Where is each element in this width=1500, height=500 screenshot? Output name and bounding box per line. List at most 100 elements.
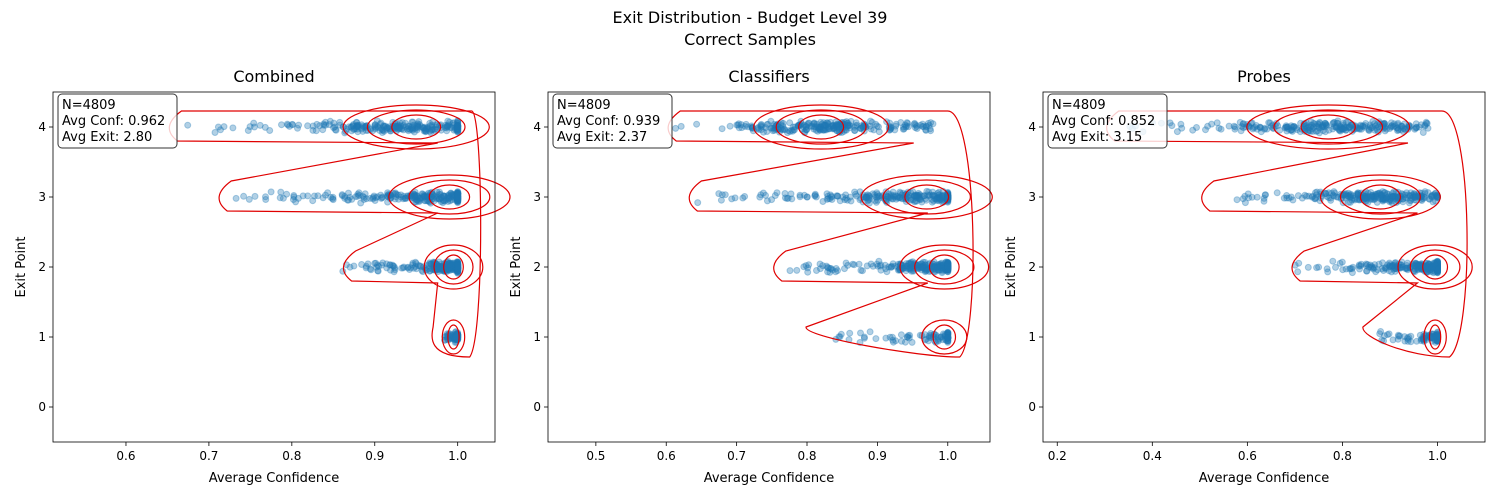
scatter-point	[437, 126, 445, 134]
scatter-point	[322, 191, 329, 199]
scatter-point	[414, 193, 422, 201]
scatter-point	[394, 123, 401, 131]
stats-n: N=4809	[1052, 98, 1106, 113]
scatter-point	[454, 123, 462, 131]
scatter-point	[310, 192, 318, 200]
scatter-point	[348, 127, 356, 135]
scatter-point	[763, 128, 771, 135]
scatter-point	[454, 127, 462, 135]
scatter-point	[422, 127, 430, 135]
scatter-point	[826, 268, 834, 276]
scatter-point	[289, 196, 297, 203]
scatter-point	[1387, 119, 1395, 127]
scatter-point	[454, 122, 462, 130]
scatter-point	[847, 197, 855, 205]
scatter-point	[1329, 191, 1337, 199]
scatter-point	[380, 123, 388, 130]
scatter-point	[397, 193, 405, 201]
scatter-point	[443, 124, 451, 132]
scatter-point	[294, 194, 302, 202]
scatter-point	[322, 121, 330, 129]
scatter-point	[928, 196, 936, 203]
scatter-point	[325, 121, 333, 129]
scatter-point	[211, 129, 219, 136]
scatter-point	[426, 267, 434, 275]
scatter-point	[409, 126, 417, 134]
scatter-point	[454, 195, 462, 203]
x-tick-label: 1.0	[938, 449, 957, 463]
scatter-point	[442, 196, 450, 204]
scatter-point	[454, 125, 462, 133]
scatter-point	[355, 121, 363, 129]
scatter-point	[411, 125, 419, 132]
scatter-point	[414, 194, 422, 202]
stats-avg-conf: Avg Conf: 0.852	[1052, 114, 1155, 129]
y-tick-label: 3	[38, 190, 46, 204]
scatter-point	[411, 192, 419, 200]
scatter-point	[439, 199, 447, 207]
scatter-point	[427, 199, 435, 207]
scatter-point	[803, 193, 811, 201]
scatter-point	[374, 261, 381, 269]
scatter-point	[434, 193, 442, 201]
scatter-point	[444, 122, 452, 130]
scatter-point	[408, 125, 415, 132]
scatter-point	[454, 121, 462, 129]
scatter-point	[768, 196, 776, 204]
scatter-point	[454, 190, 462, 198]
scatter-point	[454, 189, 462, 197]
scatter-point	[426, 119, 434, 127]
scatter-point	[454, 119, 462, 127]
scatter-point	[378, 125, 386, 133]
scatter-point	[395, 123, 403, 131]
scatter-point	[292, 198, 300, 206]
scatter-point	[354, 190, 362, 198]
scatter-point	[454, 122, 462, 130]
scatter-point	[437, 194, 445, 202]
scatter-point	[1323, 265, 1331, 273]
y-axis-label: Exit Point	[509, 236, 524, 297]
scatter-point	[414, 124, 422, 132]
scatter-point	[435, 195, 443, 203]
scatter-point	[405, 127, 412, 135]
y-tick-label: 0	[1028, 400, 1036, 414]
scatter-point	[1424, 265, 1432, 272]
scatter-point	[341, 194, 349, 202]
scatter-point	[395, 121, 403, 129]
y-tick-label: 1	[1028, 330, 1036, 344]
scatter-point	[453, 126, 461, 133]
scatter-point	[278, 121, 285, 129]
scatter-point	[352, 193, 360, 201]
scatter-point	[217, 126, 224, 134]
scatter-point	[897, 331, 905, 339]
scatter-point	[1410, 262, 1418, 270]
scatter-point	[452, 195, 460, 203]
scatter-point	[346, 193, 354, 201]
scatter-point	[353, 122, 361, 130]
scatter-point	[395, 195, 403, 203]
scatter-point	[409, 118, 417, 126]
scatter-point	[454, 124, 462, 132]
scatter-point	[904, 333, 911, 341]
scatter-point	[349, 122, 357, 130]
stats-avg-conf: Avg Conf: 0.939	[557, 114, 660, 129]
scatter-point	[309, 126, 317, 134]
scatter-point	[369, 195, 377, 203]
scatter-point	[454, 188, 462, 196]
scatter-point	[454, 127, 462, 135]
scatter-point	[427, 126, 435, 134]
scatter-point	[454, 194, 462, 202]
scatter-point	[1376, 330, 1384, 338]
scatter-point	[331, 126, 339, 134]
scatter-point	[378, 126, 386, 134]
scatter-point	[435, 264, 443, 272]
scatter-point	[354, 123, 362, 131]
scatter-point	[454, 126, 462, 134]
scatter-point	[446, 260, 454, 268]
scatter-point	[353, 119, 361, 127]
scatter-point	[454, 194, 461, 202]
scatter-point	[383, 264, 391, 272]
scatter-point	[420, 192, 428, 200]
scatter-point	[428, 123, 436, 131]
